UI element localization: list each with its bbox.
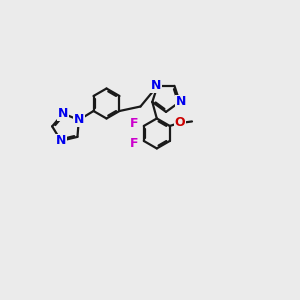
Text: F: F [130,137,139,150]
Text: F: F [130,117,139,130]
Text: N: N [151,80,161,92]
Text: N: N [74,113,84,127]
Text: N: N [56,134,66,147]
Text: N: N [176,95,186,108]
Text: N: N [58,107,68,120]
Text: O: O [174,116,185,129]
